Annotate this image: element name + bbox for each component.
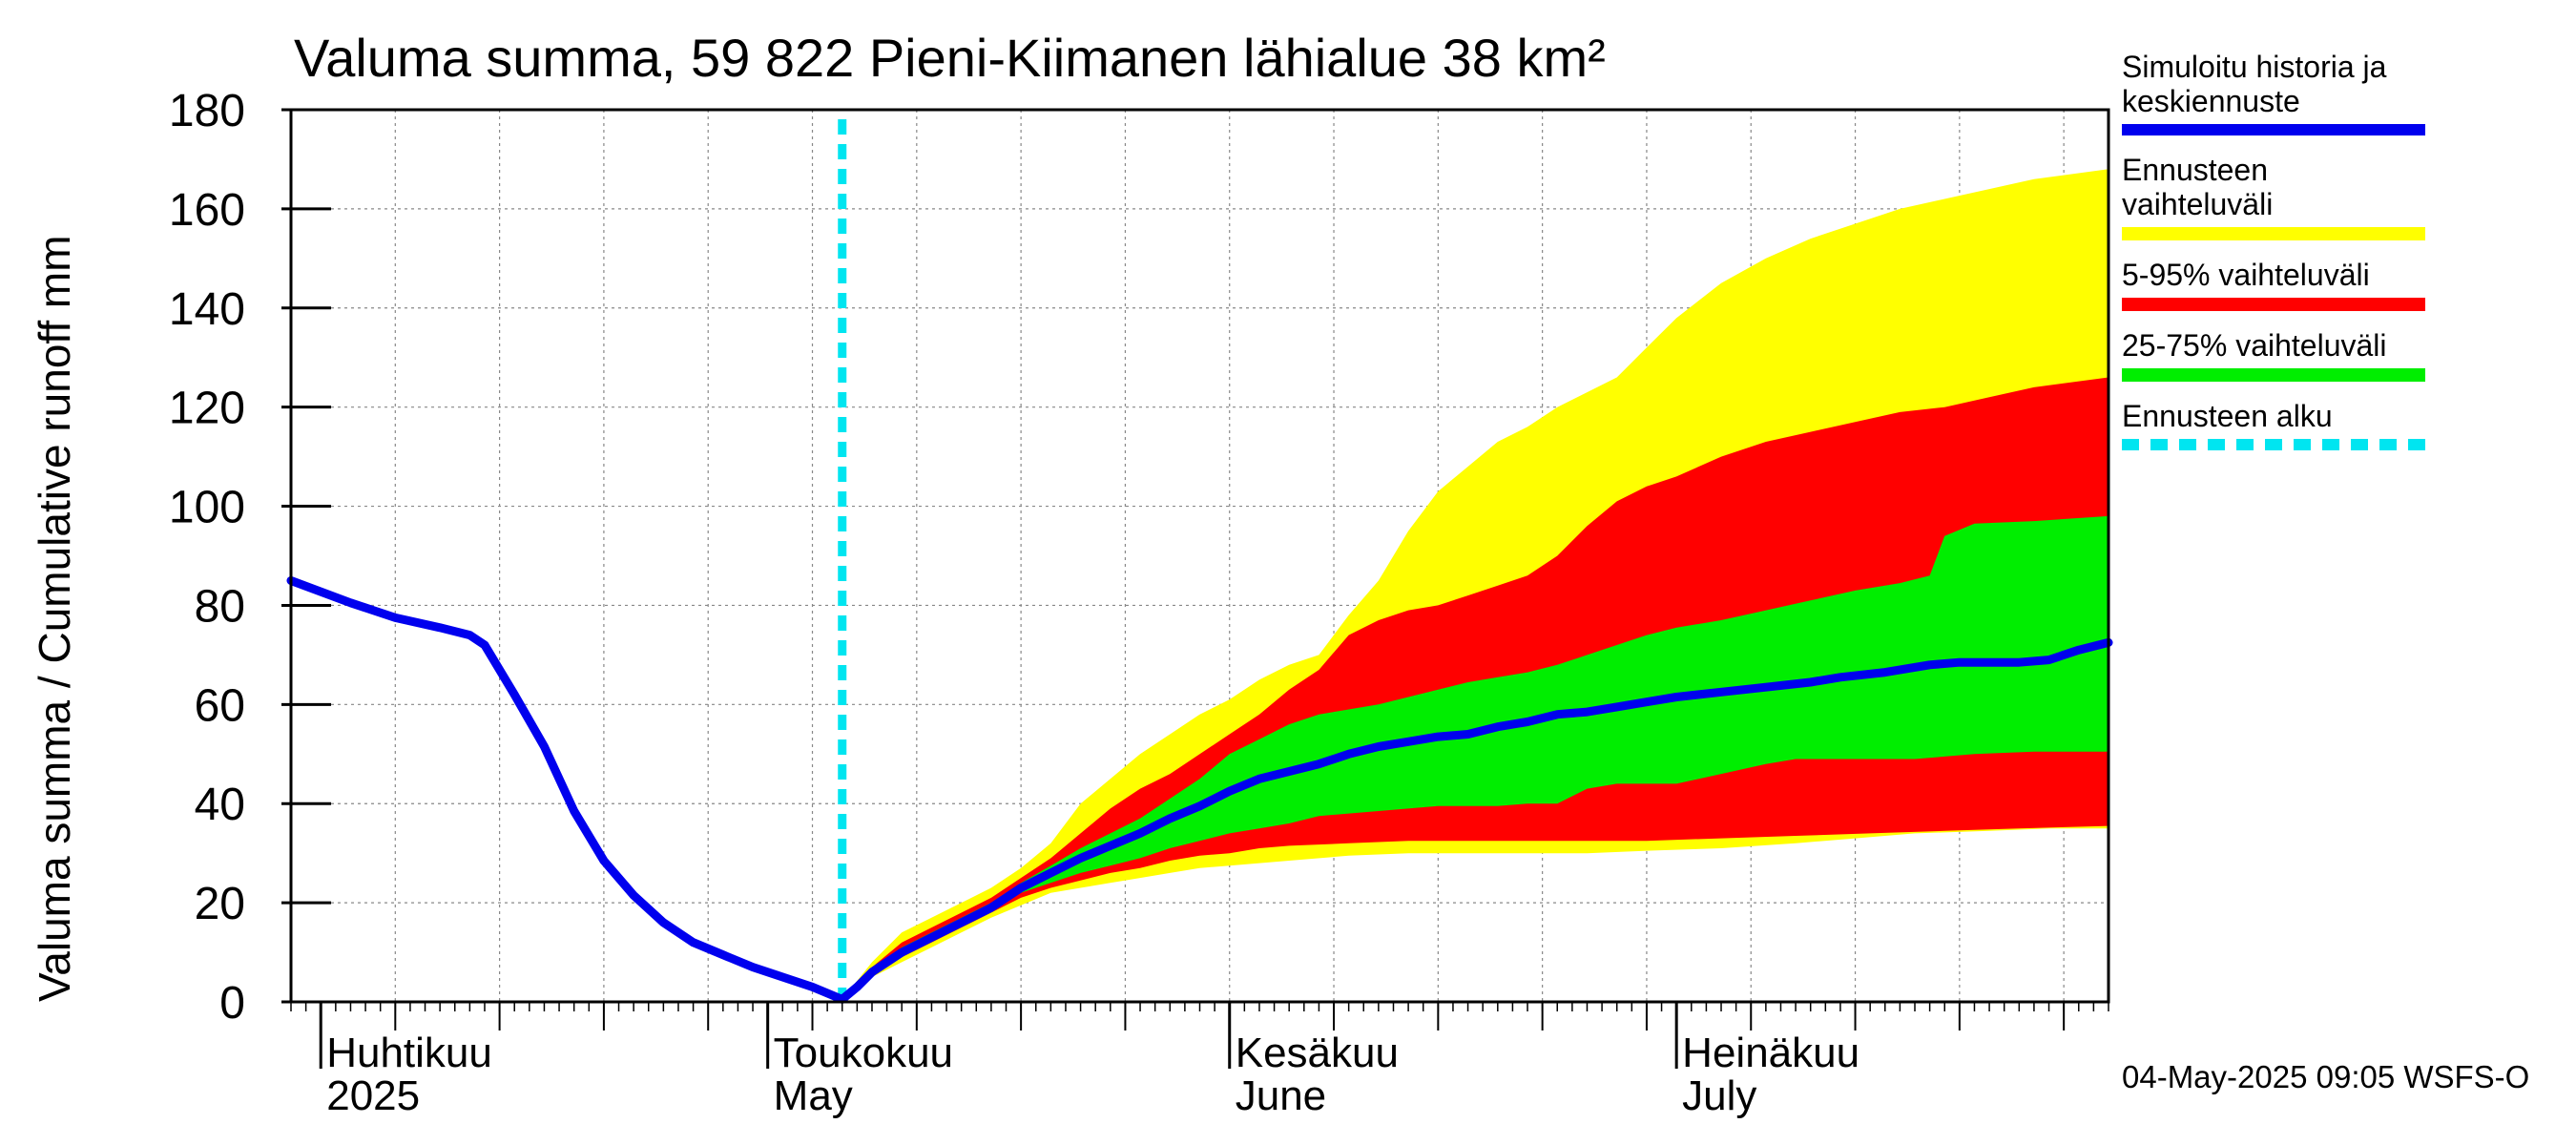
main-series — [286, 576, 2113, 1004]
y-axis-label: Valuma summa / Cumulative runoff mm — [30, 235, 79, 1002]
legend-label: Ennusteen alku — [2122, 399, 2333, 433]
legend-item-forecast-range: Ennusteen vaihteluväli — [2122, 153, 2427, 240]
y-tick-label: 60 — [195, 680, 245, 731]
footer-timestamp: 04-May-2025 09:05 WSFS-O — [2122, 1059, 2530, 1094]
y-tick-label: 20 — [195, 879, 245, 929]
legend-item-25-75: 25-75% vaihteluväli — [2122, 328, 2427, 382]
plot-frame — [289, 108, 2110, 1004]
band-25-75-vaihteluv-li — [841, 515, 2109, 1000]
legend-label: 5-95% vaihteluväli — [2122, 258, 2370, 292]
y-tick-label: 40 — [195, 780, 245, 830]
x-month-label-en: July — [1682, 1072, 1756, 1119]
y-tick-label: 100 — [169, 483, 245, 533]
legend-label: Ennusteen vaihteluväli — [2122, 153, 2274, 221]
legend-swatch — [2122, 227, 2425, 240]
y-tick-label: 140 — [169, 284, 245, 335]
y-tick-label: 160 — [169, 185, 245, 236]
legend-swatch — [2122, 439, 2425, 450]
legend: Simuloitu historia ja keskiennuste Ennus… — [2122, 50, 2427, 468]
x-month-label-fi: Heinäkuu — [1682, 1030, 1859, 1076]
x-month-label-en: May — [774, 1072, 853, 1119]
legend-label: Simuloitu historia ja keskiennuste — [2122, 50, 2387, 118]
legend-item-simulated: Simuloitu historia ja keskiennuste — [2122, 50, 2427, 135]
legend-item-5-95: 5-95% vaihteluväli — [2122, 258, 2427, 311]
forecast-bands — [841, 169, 2109, 1000]
chart-title: Valuma summa, 59 822 Pieni-Kiimanen lähi… — [294, 28, 1606, 88]
axes — [281, 108, 2110, 1069]
x-month-label-en: June — [1236, 1072, 1326, 1119]
legend-item-forecast-start: Ennusteen alku — [2122, 399, 2427, 450]
legend-label: 25-75% vaihteluväli — [2122, 328, 2387, 363]
y-tick-labels: 0 20 40 60 80 100 120 140 160 180 — [169, 86, 245, 1029]
x-month-label-fi: Huhtikuu — [326, 1030, 492, 1076]
y-tick-label: 80 — [195, 581, 245, 632]
x-month-label-en: 2025 — [326, 1072, 420, 1119]
y-tick-label: 0 — [219, 978, 245, 1029]
legend-swatch — [2122, 368, 2425, 382]
y-tick-label: 120 — [169, 384, 245, 434]
x-month-label-fi: Kesäkuu — [1236, 1030, 1399, 1076]
legend-swatch — [2122, 124, 2425, 135]
y-tick-label: 180 — [169, 86, 245, 136]
legend-swatch — [2122, 298, 2425, 311]
x-month-label-fi: Toukokuu — [774, 1030, 953, 1076]
main-series-line — [286, 576, 2113, 1004]
